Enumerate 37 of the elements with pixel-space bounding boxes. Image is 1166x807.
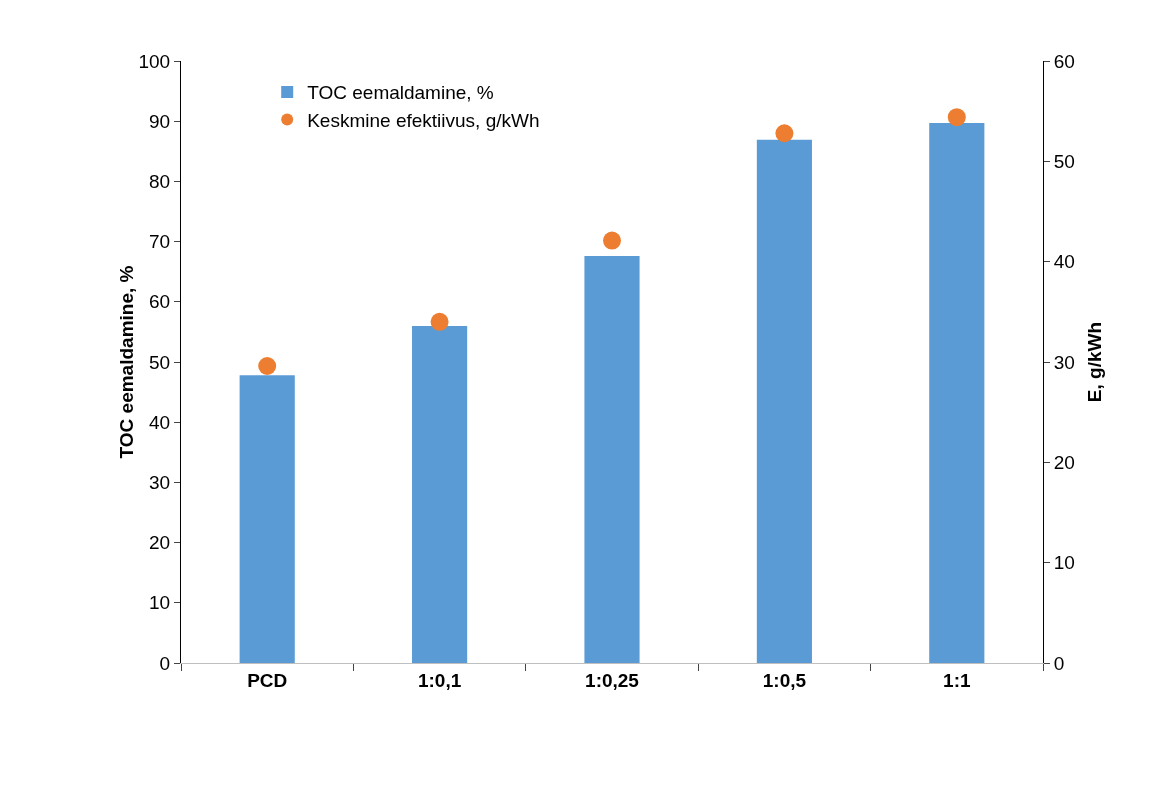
y-tick-label: 60 — [149, 291, 171, 313]
x-tick-label: 1:0,1 — [417, 669, 462, 691]
y-axis-title: TOC eemaldamine, % — [116, 265, 137, 459]
y-tick-label: 20 — [149, 532, 171, 554]
point — [775, 124, 794, 143]
bar — [412, 325, 468, 663]
y2-tick-label: 60 — [1053, 50, 1075, 72]
y2-tick-label: 50 — [1053, 150, 1075, 172]
y2-tick-label: 40 — [1053, 251, 1075, 273]
y-tick-label: 10 — [149, 592, 171, 614]
point — [258, 357, 277, 375]
y-tick-label: 70 — [149, 231, 171, 253]
y2-tick-label: 20 — [1053, 451, 1075, 473]
x-tick-label: 1:0,25 — [585, 669, 640, 691]
bar — [756, 139, 812, 663]
legend-label: TOC eemaldamine, % — [307, 82, 494, 104]
legend-label: Keskmine efektiivus, g/kWh — [307, 110, 540, 131]
x-tick-label: 1:1 — [943, 669, 971, 691]
y-tick-label: 80 — [149, 171, 171, 193]
y2-tick-label: 10 — [1053, 552, 1075, 574]
bar — [929, 123, 985, 663]
y-tick-label: 30 — [149, 472, 171, 494]
y2-axis-title: E, g/kWh — [1083, 321, 1105, 403]
y-tick-label: 0 — [159, 652, 171, 674]
bar — [584, 256, 640, 663]
x-tick-label: 1:0,5 — [762, 669, 807, 691]
bar — [239, 375, 295, 663]
point — [947, 108, 966, 127]
y2-tick-label: 30 — [1053, 351, 1075, 373]
y-tick-label: 50 — [149, 351, 171, 373]
point — [430, 312, 449, 331]
y-tick-label: 100 — [138, 50, 171, 72]
y-tick-label: 90 — [149, 110, 171, 132]
y2-tick-label: 0 — [1053, 652, 1065, 674]
y-tick-label: 40 — [149, 411, 171, 433]
point — [603, 231, 621, 250]
x-tick-label: PCD — [247, 669, 288, 691]
